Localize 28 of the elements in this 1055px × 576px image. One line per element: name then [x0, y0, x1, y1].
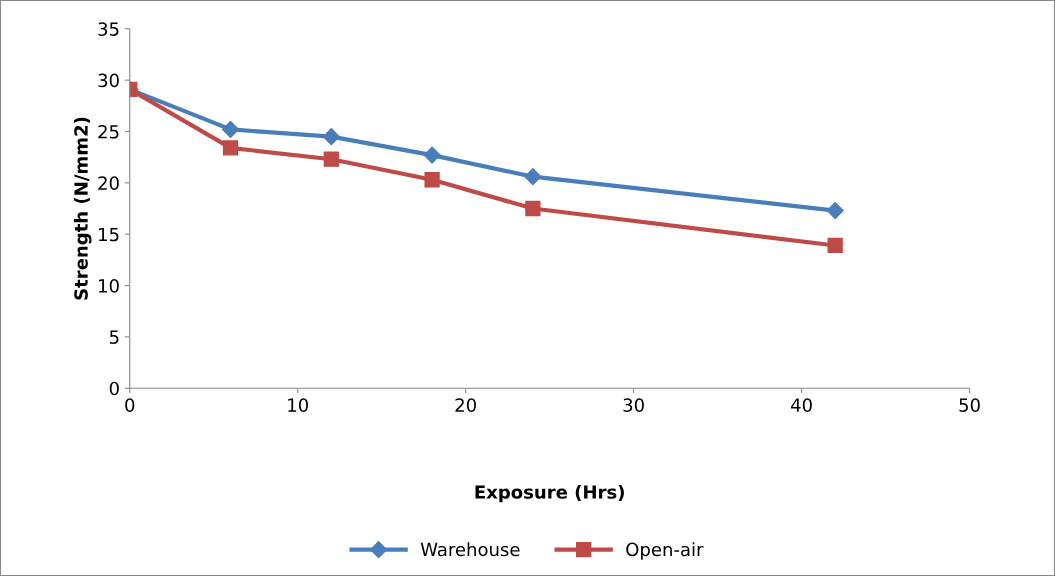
- x-axis-title: Exposure (Hrs): [475, 484, 624, 503]
- y-tick-label: 0: [109, 381, 119, 396]
- x-tick-label: 0: [125, 398, 135, 412]
- y-axis-title: Strength (N/mm2): [73, 117, 92, 300]
- y-tick-label: 10: [99, 278, 119, 293]
- point: [221, 120, 240, 138]
- x-tick-label: 50: [959, 398, 980, 412]
- legend-label: Warehouse: [420, 542, 520, 557]
- x-tick-label: 30: [623, 398, 644, 412]
- x-tick-label: 40: [790, 398, 812, 412]
- point: [323, 151, 339, 167]
- y-tick-label: 5: [109, 330, 119, 344]
- y-tick-label: 20: [98, 176, 119, 190]
- point: [222, 140, 239, 156]
- x-tick-label: 10: [288, 398, 309, 412]
- point: [826, 202, 844, 220]
- legend-label: Open-air: [626, 542, 704, 560]
- point: [322, 128, 340, 146]
- y-tick-label: 25: [98, 124, 119, 139]
- point: [424, 172, 440, 188]
- y-tick-label: 30: [98, 73, 119, 88]
- x-tick-label: 20: [455, 398, 476, 412]
- y-tick-label: 15: [99, 227, 119, 242]
- point: [525, 200, 541, 217]
- point: [423, 146, 441, 164]
- y-tick-label: 35: [98, 22, 119, 36]
- point: [827, 237, 843, 254]
- point: [524, 168, 542, 186]
